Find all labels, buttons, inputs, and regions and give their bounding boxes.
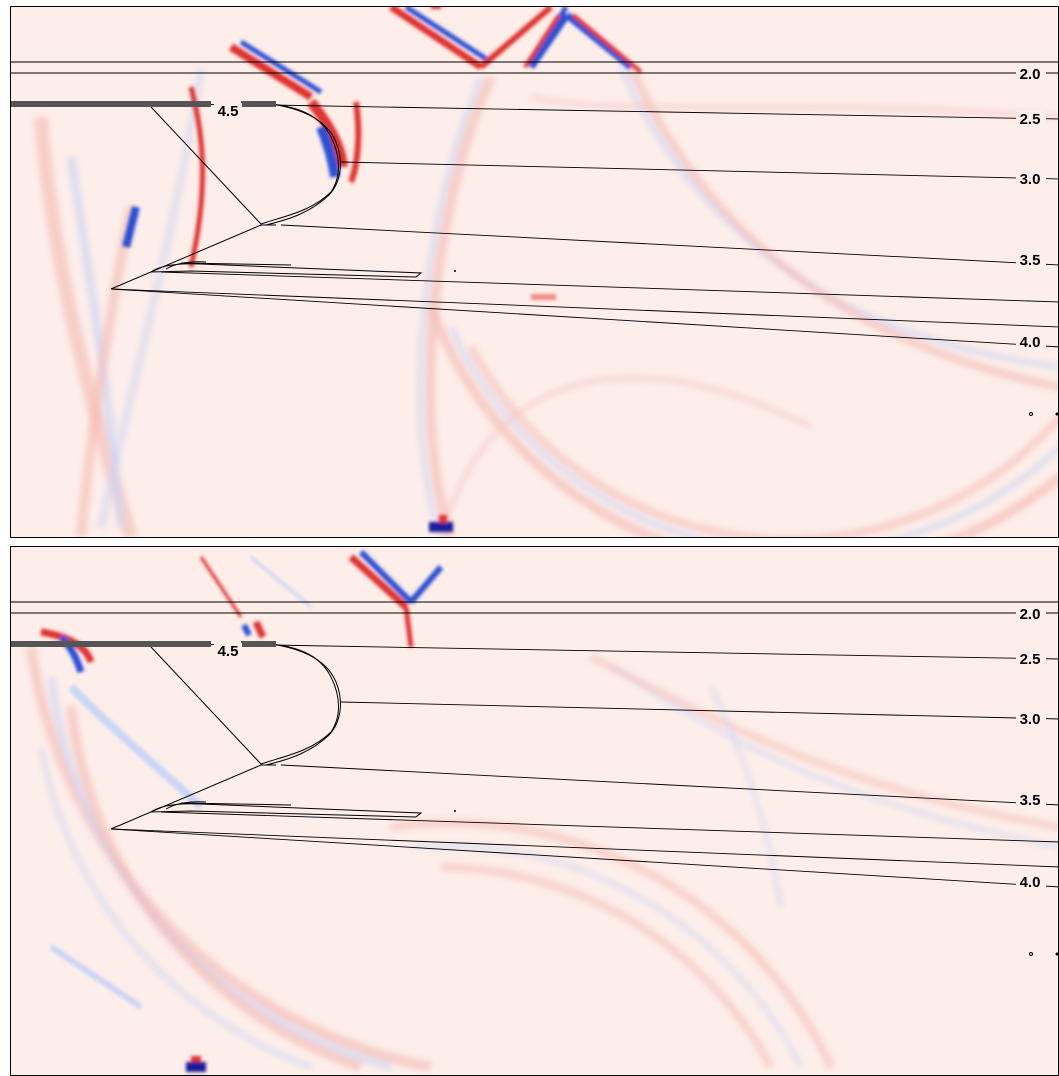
wavefield-ripples bbox=[34, 65, 1058, 537]
contour-lines bbox=[11, 601, 1058, 888]
contour-line-3-0 bbox=[340, 701, 1058, 720]
contour-label-3-0: 3.0 bbox=[1020, 711, 1041, 728]
contour-label-4-5: 4.5 bbox=[218, 103, 239, 120]
contour-line-3-9 bbox=[110, 288, 1058, 328]
contour-line-3-8 bbox=[160, 271, 1058, 303]
wavefield-plot-top: 2.0 2.5 3.0 3.5 4.0 4.5 bbox=[11, 7, 1058, 537]
contour-line-3-0 bbox=[340, 161, 1058, 180]
wavefield-strong-arrivals bbox=[40, 549, 444, 1072]
contour-labels: 2.0 2.5 3.0 3.5 4.0 4.5 bbox=[214, 606, 1046, 891]
wavefield-panel-bottom: 2.0 2.5 3.0 3.5 4.0 4.5 bbox=[10, 546, 1059, 1076]
marker-point bbox=[454, 810, 456, 812]
contour-line-3-5 bbox=[280, 764, 1058, 806]
contour-line-3-5 bbox=[280, 224, 1058, 266]
contour-labels: 2.0 2.5 3.0 3.5 4.0 4.5 bbox=[214, 66, 1046, 351]
contour-line-3-8 bbox=[160, 811, 1058, 843]
marker-point bbox=[1055, 412, 1058, 416]
contour-line-3-9 bbox=[110, 828, 1058, 868]
contour-label-2-0: 2.0 bbox=[1020, 66, 1041, 83]
contour-label-4-0: 4.0 bbox=[1020, 334, 1041, 351]
marker-point bbox=[1029, 412, 1033, 416]
contour-label-3-0: 3.0 bbox=[1020, 171, 1041, 188]
contour-label-3-5: 3.5 bbox=[1020, 252, 1041, 269]
wavefield-plot-bottom: 2.0 2.5 3.0 3.5 4.0 4.5 bbox=[11, 549, 1058, 1072]
marker-point bbox=[1055, 952, 1058, 956]
contour-label-2-5: 2.5 bbox=[1020, 111, 1041, 128]
contour-label-3-5: 3.5 bbox=[1020, 792, 1041, 809]
wavefield-panel-top: 2.0 2.5 3.0 3.5 4.0 4.5 bbox=[10, 6, 1059, 538]
wavefield-strong-arrivals bbox=[122, 7, 643, 532]
contour-line-4-0 bbox=[110, 288, 1058, 348]
contour-line-4-0 bbox=[110, 828, 1058, 888]
contour-label-4-0: 4.0 bbox=[1020, 874, 1041, 891]
high-velocity-band bbox=[11, 641, 211, 647]
marker-point bbox=[1029, 952, 1033, 956]
high-velocity-band-right bbox=[241, 101, 276, 107]
contour-label-2-5: 2.5 bbox=[1020, 651, 1041, 668]
marker-point bbox=[454, 270, 456, 272]
high-velocity-band-right bbox=[241, 641, 276, 647]
high-velocity-band bbox=[11, 101, 211, 107]
wavefield-ripples bbox=[26, 646, 1058, 1072]
contour-label-2-0: 2.0 bbox=[1020, 606, 1041, 623]
contour-label-4-5: 4.5 bbox=[218, 643, 239, 660]
